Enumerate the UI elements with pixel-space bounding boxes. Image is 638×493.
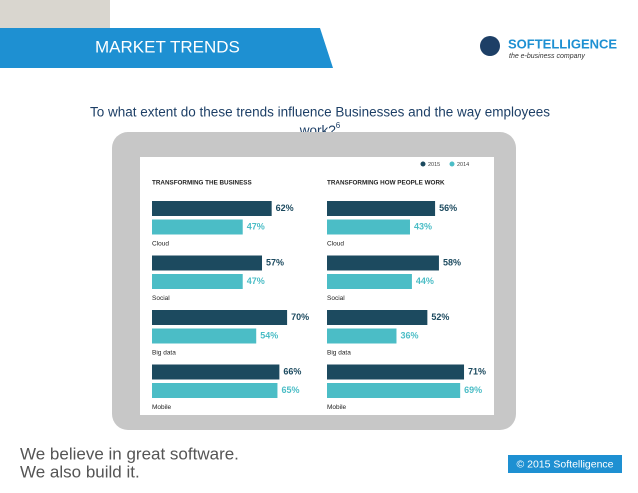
bar [327,255,439,271]
bar [152,201,272,216]
bar [152,274,243,289]
bar [327,219,410,235]
bar [152,364,280,380]
value-label: 44% [416,276,434,286]
footnote: 6 [336,121,341,130]
category-label: Cloud [327,241,344,248]
category-label: Cloud [152,241,169,248]
slogan: We also build it. [20,462,140,481]
bar [327,274,412,289]
value-label: 62% [276,203,294,213]
value-label: 70% [291,312,309,322]
header-photo [0,0,110,28]
value-label: 58% [443,257,461,267]
category-label: Big data [152,350,176,357]
question: To what extent do these trends influence… [90,105,550,120]
value-label: 36% [400,330,418,340]
copyright: © 2015 Softelligence [516,458,613,470]
value-label: 65% [281,385,299,395]
legend-label: 2014 [457,162,469,168]
value-label: 47% [247,221,265,231]
bar [327,201,436,216]
bar [152,310,288,325]
legend-swatch [420,161,426,167]
value-label: 52% [431,312,449,322]
value-label: 56% [439,203,457,213]
bar [327,328,397,344]
category-label: Mobile [152,404,172,411]
header-band [0,28,333,68]
value-label: 71% [468,366,486,376]
bar [327,310,428,325]
bar [152,255,263,271]
bar [327,383,461,398]
legend-label: 2015 [428,162,440,168]
bar [152,383,278,398]
logo-text: SOFTELLIGENCE [508,36,617,51]
copyright-box [508,455,622,473]
bar [152,219,243,235]
category-label: Social [152,295,170,302]
logo-tagline: the e-business company [509,53,585,60]
value-label: 57% [266,257,284,267]
header-title: MARKET TRENDS [95,37,240,56]
bar [327,364,465,380]
chart-title: TRANSFORMING HOW PEOPLE WORK [327,180,445,187]
category-label: Mobile [327,404,347,411]
chart-title: TRANSFORMING THE BUSINESS [152,180,252,187]
value-label: 69% [464,385,482,395]
legend-swatch [449,161,455,167]
value-label: 43% [414,221,432,231]
logo-icon [480,36,500,56]
category-label: Social [327,295,345,302]
slogan: We believe in great software. [20,444,239,463]
category-label: Big data [327,350,351,357]
value-label: 47% [247,276,265,286]
value-label: 54% [260,330,278,340]
value-label: 66% [283,366,301,376]
bar [152,328,257,344]
